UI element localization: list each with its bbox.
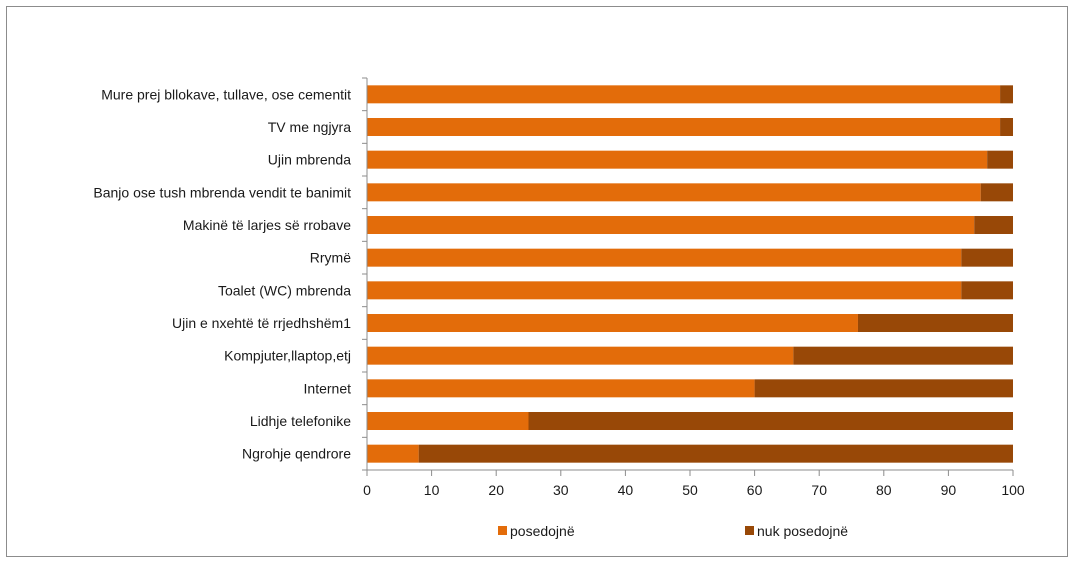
bar-nuk-posedojne-0 [1000, 85, 1013, 104]
bar-nuk-posedojne-10 [528, 412, 1013, 430]
x-tick-label: 100 [1001, 482, 1025, 498]
bar-posedojne-5 [367, 248, 962, 267]
x-tick-label: 50 [682, 482, 698, 498]
bar-posedojne-3 [367, 183, 981, 202]
category-label: Mure prej bllokave, tullave, ose cementi… [101, 86, 351, 102]
legend-swatch-nuk-posedojne [745, 526, 754, 535]
bar-nuk-posedojne-6 [961, 281, 1013, 300]
bars-layer [367, 85, 1013, 463]
bar-posedojne-0 [367, 85, 1001, 104]
bar-posedojne-7 [367, 314, 858, 332]
category-label: Toalet (WC) mbrenda [218, 282, 351, 298]
x-tick-label: 80 [876, 482, 892, 498]
bar-posedojne-6 [367, 281, 962, 300]
bar-posedojne-10 [367, 412, 529, 430]
bar-nuk-posedojne-9 [754, 379, 1013, 398]
bar-nuk-posedojne-4 [974, 216, 1013, 234]
x-tick-label: 60 [747, 482, 763, 498]
x-tick-label: 90 [941, 482, 957, 498]
category-label: Lidhje telefonike [250, 413, 351, 429]
category-label: Ujin e nxehtë të rrjedhshëm1 [172, 315, 351, 331]
legend-label: nuk posedojnë [757, 523, 848, 539]
x-tick-label: 70 [811, 482, 827, 498]
category-label: Ngrohje qendrore [242, 446, 351, 462]
bar-nuk-posedojne-11 [418, 444, 1013, 463]
x-tick-label: 10 [424, 482, 440, 498]
bar-posedojne-8 [367, 346, 794, 365]
axes-layer: 0 10 20 30 40 50 60 70 80 90 100 [362, 77, 1025, 498]
labels-layer: Mure prej bllokave, tullave, ose cementi… [93, 86, 351, 461]
x-tick-label: 0 [363, 482, 371, 498]
bar-nuk-posedojne-8 [793, 346, 1013, 365]
category-label: Kompjuter,llaptop,etj [224, 348, 351, 364]
bar-nuk-posedojne-5 [961, 248, 1013, 267]
bar-nuk-posedojne-2 [987, 150, 1013, 169]
bar-posedojne-4 [367, 216, 975, 234]
bar-posedojne-1 [367, 118, 1001, 136]
bar-posedojne-2 [367, 150, 988, 169]
x-tick-label: 40 [618, 482, 634, 498]
category-label: Ujin mbrenda [268, 152, 351, 168]
bar-nuk-posedojne-7 [857, 314, 1013, 332]
bar-posedojne-11 [367, 444, 419, 463]
bar-nuk-posedojne-3 [980, 183, 1013, 202]
category-label: Rrymë [310, 250, 351, 266]
category-label: Internet [304, 380, 352, 396]
bar-posedojne-9 [367, 379, 755, 398]
legend: posedojnë nuk posedojnë [498, 523, 848, 539]
category-label: Banjo ose tush mbrenda vendit te banimit [93, 184, 351, 200]
legend-label: posedojnë [510, 523, 575, 539]
legend-swatch-posedojne [498, 526, 507, 535]
category-label: TV me ngjyra [268, 119, 351, 135]
bar-nuk-posedojne-1 [1000, 118, 1013, 136]
category-label: Makinë të larjes së rrobave [183, 217, 351, 233]
x-tick-label: 30 [553, 482, 569, 498]
x-tick-label: 20 [488, 482, 504, 498]
